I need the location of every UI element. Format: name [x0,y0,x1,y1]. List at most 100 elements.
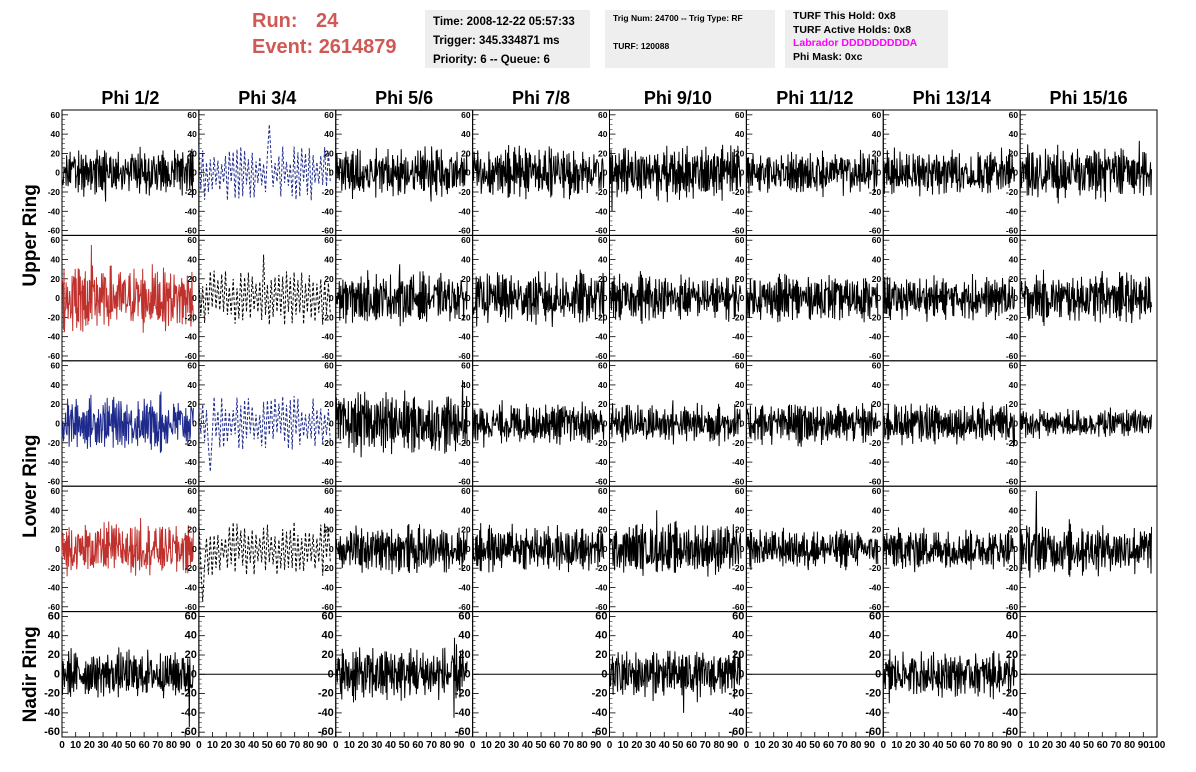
y-tick-label: -20 [181,688,197,700]
cell-frame [198,109,337,236]
y-tick-label: 60 [595,610,607,622]
y-tick-label: -20 [48,438,61,448]
x-tick-label: 60 [412,740,424,751]
x-tick-label: 90 [453,740,465,751]
y-tick-label: -40 [869,332,882,342]
y-tick-label: 40 [869,630,881,642]
y-tick-label: 60 [598,110,608,120]
y-tick-label: 20 [461,148,471,158]
y-tick-label: 20 [1009,525,1019,535]
y-tick-label: -20 [185,438,198,448]
y-tick-label: 60 [872,361,882,371]
y-tick-label: 20 [872,274,882,284]
y-tick-label: -60 [592,726,608,738]
y-tick-label: 60 [872,235,882,245]
y-tick-label: 20 [48,649,60,661]
y-tick-label: -40 [458,206,471,216]
y-tick-label: 60 [458,610,470,622]
column-label-5: Phi 9/10 [644,88,712,108]
y-tick-label: 0 [192,168,197,178]
y-tick-label: -20 [48,563,61,573]
x-tick-label: 30 [919,740,931,751]
y-tick-label: -20 [458,312,471,322]
y-tick-label: 0 [877,293,882,303]
y-tick-label: 40 [324,255,334,265]
turf-text: TURF: 120088 [613,41,670,51]
x-tick-label: 80 [1124,740,1136,751]
column-label-8: Phi 15/16 [1050,88,1128,108]
x-tick-label: 0 [333,740,339,751]
x-tick-label: 0 [470,740,476,751]
y-tick-label: -20 [732,187,745,197]
y-tick-label: 60 [735,110,745,120]
y-tick-label: -20 [732,312,745,322]
y-tick-label: 60 [322,610,334,622]
y-tick-label: 40 [1009,129,1019,139]
y-tick-label: -20 [865,688,881,700]
y-tick-label: -20 [869,187,882,197]
waveform-trace [61,647,194,728]
column-label-7: Phi 13/14 [913,88,991,108]
waveform-trace [609,271,742,324]
y-tick-label: -60 [458,226,471,236]
y-tick-label: 20 [735,399,745,409]
column-label-4: Phi 7/8 [512,88,570,108]
y-tick-label: 60 [872,110,882,120]
y-tick-label: 0 [740,168,745,178]
y-tick-label: -60 [1002,726,1018,738]
y-tick-label: 60 [324,235,334,245]
x-tick-label: 60 [1097,740,1109,751]
y-tick-label: 0 [740,419,745,429]
y-tick-label: -20 [595,438,608,448]
waveform-trace [1019,140,1152,204]
y-tick-label: 20 [735,148,745,158]
y-tick-label: 40 [461,255,471,265]
y-tick-label: -40 [321,582,334,592]
y-tick-label: -40 [869,582,882,592]
run-event-header: Run: 24 Event: 2614879 [252,8,397,60]
y-tick-label: 20 [595,649,607,661]
y-tick-label: 20 [324,399,334,409]
y-tick-label: -60 [48,351,61,361]
x-tick-label: 80 [713,740,725,751]
y-tick-label: -40 [869,206,882,216]
y-tick-label: 0 [55,419,60,429]
row-label-lower-ring: Lower Ring [20,434,41,537]
y-tick-label: -20 [458,438,471,448]
y-tick-label: -20 [318,688,334,700]
x-tick-label: 50 [536,740,548,751]
x-tick-label: 20 [905,740,917,751]
y-tick-label: 40 [595,630,607,642]
y-tick-label: 60 [187,486,197,496]
y-tick-label: 60 [735,361,745,371]
y-tick-label: -40 [48,332,61,342]
waveform-trace [609,400,742,447]
x-tick-label: 0 [1017,740,1023,751]
y-tick-label: 20 [187,274,197,284]
y-tick-label: -60 [595,476,608,486]
x-tick-label: 20 [1042,740,1054,751]
y-tick-label: -20 [595,563,608,573]
y-tick-label: -60 [458,351,471,361]
y-tick-label: -40 [181,707,197,719]
y-tick-label: -40 [48,582,61,592]
trigger-text: Trigger: 345.334871 ms [433,35,560,47]
y-tick-label: -40 [458,457,471,467]
y-tick-label: -20 [458,563,471,573]
y-tick-label: 20 [51,148,61,158]
x-tick-label: 40 [111,740,123,751]
y-tick-label: -40 [321,206,334,216]
y-tick-label: -60 [728,726,744,738]
y-tick-label: 0 [329,419,334,429]
y-tick-label: 40 [187,505,197,515]
x-tick-label: 80 [987,740,999,751]
y-tick-label: 0 [192,419,197,429]
x-tick-label: 0 [607,740,613,751]
y-tick-label: -40 [185,457,198,467]
x-tick-label: 70 [152,740,164,751]
y-tick-label: -20 [458,187,471,197]
y-tick-label: 60 [187,235,197,245]
waveform-trace [198,521,331,603]
y-tick-label: -60 [455,726,471,738]
x-tick-label: 50 [125,740,137,751]
